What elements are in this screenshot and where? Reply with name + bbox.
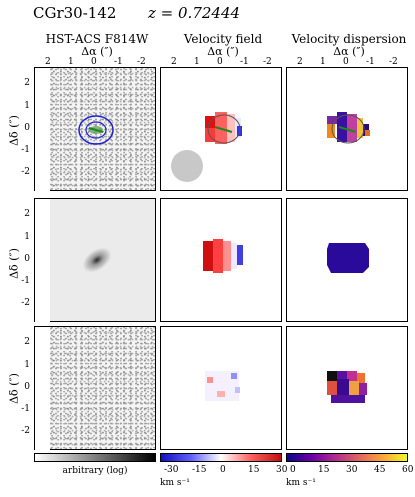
panel-hst-row1 — [34, 67, 156, 192]
colorbar-flux-label: arbitrary (log) — [62, 466, 128, 476]
x-tick-label: -1 — [366, 57, 375, 67]
panel-velocity-row3 — [160, 326, 282, 450]
x-tick-label: -2 — [389, 57, 398, 67]
y-tick-label: 0 — [24, 254, 30, 264]
x-tick-label: -2 — [263, 57, 272, 67]
x-tick-label: 1 — [68, 57, 74, 67]
colorbar-velocity-unit: km s⁻¹ — [160, 478, 190, 488]
panel-velocity-row2 — [160, 198, 282, 322]
colorbar-dispersion — [286, 453, 408, 462]
object-id: CGr30-142 — [33, 4, 117, 22]
colorbar-tick-label: 30 — [346, 465, 358, 475]
colorbar-velocity — [160, 453, 282, 462]
y-tick-label: 1 — [24, 232, 30, 242]
y-tick-label: -2 — [21, 167, 30, 177]
y-tick-label: 2 — [24, 78, 30, 88]
colorbar-tick-label: -30 — [164, 465, 179, 475]
y-tick-label: 2 — [24, 209, 30, 219]
x-axis-label-3: Δα (″) — [333, 45, 365, 58]
x-axis-label-1: Δα (″) — [81, 45, 113, 58]
x-tick-label: 1 — [194, 57, 200, 67]
panel-dispersion-row1 — [286, 67, 408, 191]
x-tick-label: -1 — [114, 57, 123, 67]
panel-residual-flux-row3 — [34, 326, 156, 451]
y-tick-label: 0 — [24, 123, 30, 133]
x-tick-label: 1 — [320, 57, 326, 67]
colorbar-tick-label: 30 — [276, 465, 288, 475]
x-axis-label-2: Δα (″) — [207, 45, 239, 58]
y-tick-label: -2 — [21, 298, 30, 308]
col-title-velocity: Velocity field — [183, 32, 263, 46]
panel-model-flux-row2 — [34, 198, 156, 323]
x-tick-label: 0 — [91, 57, 97, 67]
panel-dispersion-row2 — [286, 198, 408, 322]
redshift-label: z = 0.72444 — [148, 4, 241, 22]
y-tick-label: 1 — [24, 101, 30, 111]
col-title-dispersion: Velocity dispersion — [291, 32, 407, 46]
col-title-hst: HST-ACS F814W — [45, 32, 149, 46]
y-tick-label: -1 — [21, 276, 30, 286]
y-tick-label: -1 — [21, 404, 30, 414]
y-tick-label: -1 — [21, 145, 30, 155]
colorbar-flux — [34, 453, 156, 462]
x-tick-label: 2 — [171, 57, 177, 67]
x-tick-label: 2 — [297, 57, 303, 67]
y-tick-label: 2 — [24, 337, 30, 347]
x-tick-label: 2 — [45, 57, 51, 67]
colorbar-tick-label: 0 — [290, 465, 296, 475]
psf-circle — [171, 150, 203, 182]
y-tick-label: 0 — [24, 382, 30, 392]
colorbar-tick-label: 15 — [248, 465, 260, 475]
colorbar-tick-label: -15 — [192, 465, 207, 475]
panel-dispersion-row3 — [286, 326, 408, 450]
x-tick-label: -2 — [137, 57, 146, 67]
x-tick-label: 0 — [343, 57, 349, 67]
x-tick-label: -1 — [240, 57, 249, 67]
panel-velocity-row1 — [160, 67, 282, 191]
colorbar-tick-label: 0 — [220, 465, 226, 475]
x-tick-label: 0 — [217, 57, 223, 67]
colorbar-tick-label: 45 — [374, 465, 386, 475]
y-tick-label: -2 — [21, 426, 30, 436]
colorbar-tick-label: 15 — [318, 465, 330, 475]
y-tick-label: 1 — [24, 360, 30, 370]
colorbar-dispersion-unit: km s⁻¹ — [286, 478, 316, 488]
colorbar-tick-label: 60 — [402, 465, 414, 475]
